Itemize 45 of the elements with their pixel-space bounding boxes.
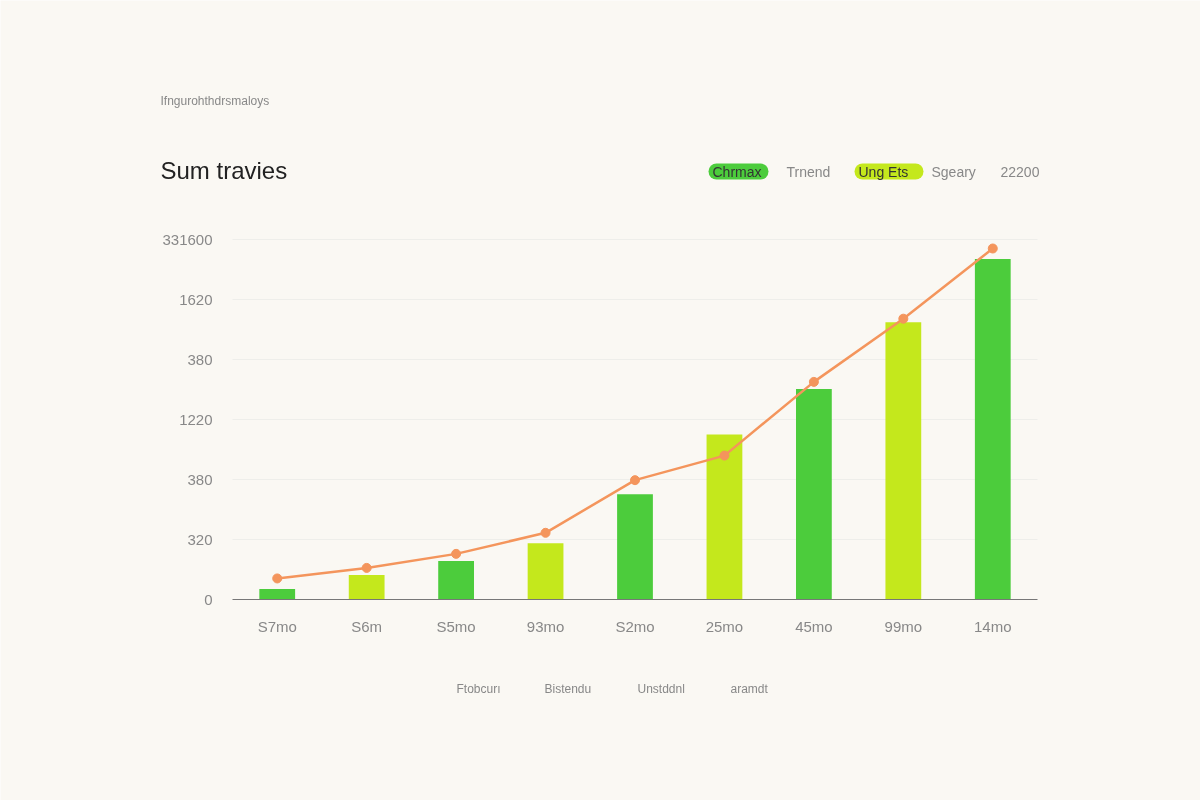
point (361, 562, 372, 573)
x-tick-label: S2mo (615, 618, 655, 635)
x-tick-label: S6m (351, 618, 383, 635)
text: 0 (204, 590, 213, 608)
bar (617, 494, 653, 600)
x-tick-label: 25mo (705, 618, 744, 635)
text: Ftobcurı (456, 681, 501, 696)
text: 320 (187, 530, 213, 548)
x-tick-label: 99mo (884, 618, 923, 635)
point (719, 450, 730, 461)
text: Ung Ets (858, 163, 909, 180)
x-tick-label: S5mo (436, 618, 476, 635)
point (630, 475, 640, 486)
point (272, 573, 283, 584)
bar (974, 259, 1011, 600)
x-tick-label: 93mo (526, 618, 565, 635)
bar (796, 388, 832, 600)
point (451, 548, 462, 559)
x-tick-label: 45mo (795, 618, 833, 635)
bar (706, 434, 743, 600)
bar (348, 574, 385, 600)
point (808, 376, 819, 387)
text: 1620 (179, 290, 213, 308)
text: Ifngurohthdrsmaloys (160, 93, 270, 108)
chart-title: Sum travies (160, 157, 288, 184)
text: Bistendu (544, 681, 592, 696)
bar (259, 588, 296, 600)
x-tick-label: S7mo (257, 618, 297, 635)
text: Trnend (786, 163, 831, 180)
text: aramdt (730, 681, 769, 696)
text: 380 (187, 470, 213, 488)
bar (438, 560, 474, 600)
point (987, 243, 998, 254)
text: Chrmax (712, 163, 762, 180)
point (898, 313, 909, 324)
x-tick-label: 14mo (974, 618, 1012, 635)
text: 331600 (162, 230, 213, 248)
text: Sgeary (931, 163, 976, 180)
point (540, 527, 551, 538)
bar (885, 322, 922, 600)
bar (527, 543, 564, 600)
text: 1220 (179, 410, 213, 428)
text: 380 (187, 350, 213, 368)
text: Unstddnl (637, 681, 685, 696)
text: 22200 (1000, 163, 1040, 180)
